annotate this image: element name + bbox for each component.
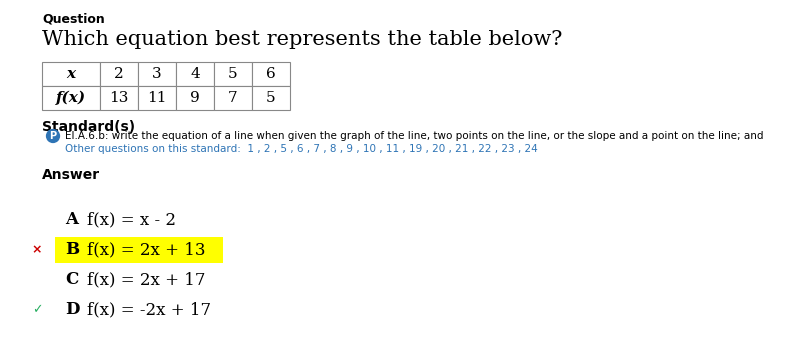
Text: f(x) = 2x + 13: f(x) = 2x + 13 <box>87 241 206 258</box>
Text: Which equation best represents the table below?: Which equation best represents the table… <box>42 30 562 49</box>
Text: ×: × <box>32 244 42 257</box>
Bar <box>252 62 290 86</box>
Text: Question: Question <box>42 13 105 26</box>
Text: f(x) = -2x + 17: f(x) = -2x + 17 <box>87 302 211 319</box>
Bar <box>138 62 176 86</box>
Bar <box>55 237 223 263</box>
Text: 7: 7 <box>228 91 238 105</box>
Text: 3: 3 <box>152 67 162 81</box>
Text: 2: 2 <box>114 67 124 81</box>
Text: B: B <box>65 241 79 258</box>
Bar <box>42 62 100 86</box>
Text: 5: 5 <box>266 91 276 105</box>
Text: A: A <box>66 211 78 228</box>
Bar <box>214 86 252 110</box>
Text: EI.A.6.b: write the equation of a line when given the graph of the line, two poi: EI.A.6.b: write the equation of a line w… <box>65 131 763 141</box>
Text: D: D <box>65 302 79 319</box>
Text: f(x) = x - 2: f(x) = x - 2 <box>87 211 176 228</box>
Bar <box>100 62 138 86</box>
Text: 6: 6 <box>266 67 276 81</box>
Text: Standard(s): Standard(s) <box>42 120 135 134</box>
Text: x: x <box>66 67 75 81</box>
Bar <box>176 62 214 86</box>
Bar <box>42 86 100 110</box>
Text: 9: 9 <box>190 91 200 105</box>
Text: ✓: ✓ <box>32 303 42 316</box>
Bar <box>214 62 252 86</box>
Text: Other questions on this standard:  1 , 2 , 5 , 6 , 7 , 8 , 9 , 10 , 11 , 19 , 20: Other questions on this standard: 1 , 2 … <box>65 144 538 154</box>
Text: C: C <box>66 272 78 289</box>
Text: f(x) = 2x + 17: f(x) = 2x + 17 <box>87 272 206 289</box>
Bar <box>252 86 290 110</box>
Bar <box>100 86 138 110</box>
Text: 4: 4 <box>190 67 200 81</box>
Bar <box>176 86 214 110</box>
Text: 13: 13 <box>110 91 129 105</box>
Text: f(x): f(x) <box>56 91 86 105</box>
Text: Answer: Answer <box>42 168 100 182</box>
Bar <box>138 86 176 110</box>
Text: P: P <box>50 131 57 141</box>
Text: 5: 5 <box>228 67 238 81</box>
Text: 11: 11 <box>147 91 166 105</box>
